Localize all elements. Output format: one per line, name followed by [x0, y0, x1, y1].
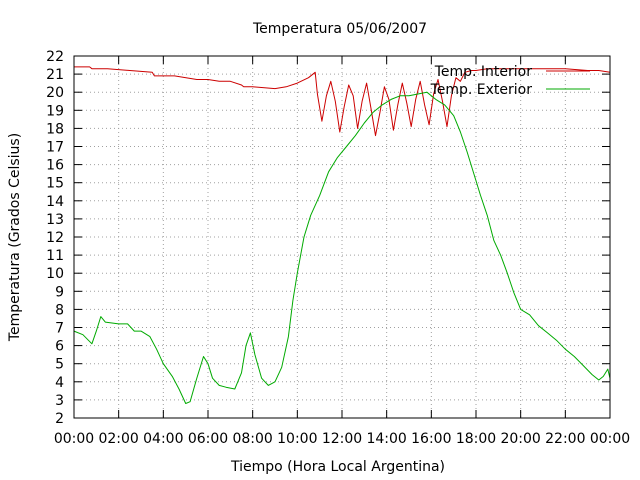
x-tick-label: 08:00 [232, 431, 272, 447]
y-tick-label: 6 [55, 339, 64, 355]
y-tick-label: 12 [46, 230, 64, 246]
y-tick-label: 18 [46, 121, 64, 137]
y-tick-label: 2 [55, 411, 64, 427]
legend-label: Temp. Exterior [430, 82, 533, 98]
y-tick-label: 9 [55, 284, 64, 300]
y-tick-label: 5 [55, 357, 64, 373]
plot-frame [73, 55, 611, 419]
chart-title: Temperatura 05/06/2007 [252, 21, 427, 37]
x-tick-label: 12:00 [322, 431, 362, 447]
y-tick-label: 7 [55, 321, 64, 337]
x-tick-label: 20:00 [500, 431, 540, 447]
x-tick-label: 14:00 [366, 431, 406, 447]
y-tick-label: 8 [55, 302, 64, 318]
y-tick-label: 21 [46, 67, 64, 83]
series-line-1 [74, 66, 611, 137]
y-axis-label: Temperatura (Grados Celsius) [7, 133, 23, 342]
y-tick-label: 22 [46, 49, 64, 65]
y-tick-label: 11 [46, 248, 64, 264]
x-tick-label: 00:00 [590, 431, 630, 447]
series-line-2 [73, 91, 611, 404]
y-tick-label: 15 [46, 176, 64, 192]
legend: Temp. Interior Temp. Exterior [430, 64, 590, 98]
x-tick-label: 06:00 [188, 431, 228, 447]
y-tick-label: 19 [46, 103, 64, 119]
series-layer [73, 66, 611, 404]
y-tick-label: 14 [46, 194, 64, 210]
x-tick-label: 22:00 [545, 431, 585, 447]
x-tick-label: 18:00 [456, 431, 496, 447]
x-tick-label: 02:00 [98, 431, 138, 447]
x-axis-label: Tiempo (Hora Local Argentina) [230, 459, 445, 475]
y-tick-label: 3 [55, 393, 64, 409]
x-tick-label: 00:00 [54, 431, 94, 447]
legend-label: Temp. Interior [434, 64, 533, 80]
x-tick-label: 16:00 [411, 431, 451, 447]
x-tick-label: 10:00 [277, 431, 317, 447]
y-tick-label: 16 [46, 158, 64, 174]
y-tick-label: 4 [55, 375, 64, 391]
x-tick-label: 04:00 [143, 431, 183, 447]
y-tick-label: 20 [46, 85, 64, 101]
y-tick-label: 13 [46, 212, 64, 228]
y-tick-label: 17 [46, 140, 64, 156]
grid [74, 56, 610, 418]
y-tick-label: 10 [46, 266, 64, 282]
